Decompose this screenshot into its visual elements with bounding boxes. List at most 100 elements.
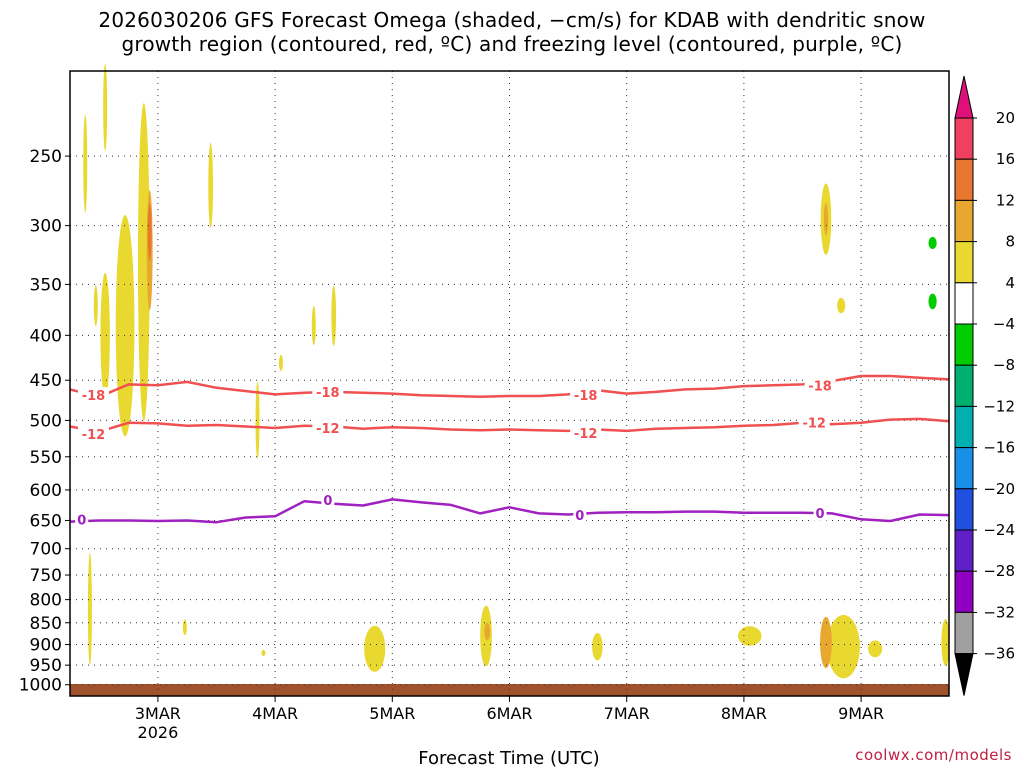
y-tick-label: 900 (30, 636, 62, 656)
contour-label-bg (77, 425, 109, 442)
colorbar-label: −4 (993, 315, 1015, 333)
colorbar-swatch (954, 364, 974, 407)
chart-title: 2026030206 GFS Forecast Omega (shaded, −… (0, 8, 1024, 56)
y-tick-label: 300 (30, 217, 62, 237)
contour-label: -18 (316, 386, 340, 401)
x-tick-label: 8MAR (721, 704, 767, 723)
omega-shaded-region (255, 382, 260, 459)
y-tick-label: 450 (30, 371, 62, 391)
x-axis-label: Forecast Time (UTC) (418, 748, 599, 768)
omega-shaded-region (820, 616, 832, 669)
contour-label-bg (312, 419, 344, 436)
omega-shaded-region (147, 203, 152, 261)
contour-label-bg (312, 383, 344, 400)
colorbar-label: −24 (983, 521, 1015, 539)
colorbar-swatch (954, 117, 974, 160)
omega-shaded-region (827, 614, 860, 679)
colorbar-label: −16 (983, 439, 1015, 457)
colorbar-swatch (954, 447, 974, 490)
omega-shaded-region (928, 293, 937, 310)
contour-label: -18 (574, 389, 598, 404)
y-axis: 2503003504004505005506006507007508008509… (19, 147, 70, 696)
colorbar-swatch (954, 323, 974, 366)
x-tick-label: 3MAR (135, 704, 181, 723)
contour-label-bg (321, 491, 335, 508)
colorbar-label: −20 (983, 480, 1015, 498)
x-tick-label: 6MAR (486, 704, 532, 723)
colorbar-swatch (954, 611, 974, 655)
credit-text: coolwx.com/models (855, 746, 1012, 764)
omega-shaded-region (311, 306, 316, 346)
chart-title-line-1: 2026030206 GFS Forecast Omega (shaded, −… (98, 8, 926, 32)
colorbar-label: −12 (983, 397, 1015, 415)
contour-label: 0 (77, 513, 86, 528)
contour-label: -12 (802, 417, 826, 432)
omega-shaded-region (331, 285, 337, 346)
y-tick-label: 250 (30, 147, 62, 167)
chart-title-line-2: growth region (contoured, red, ºC) and f… (121, 32, 903, 56)
contour-label: 0 (575, 509, 584, 524)
x-tick-label: 7MAR (604, 704, 650, 723)
colorbar-swatch (954, 282, 974, 325)
colorbar-swatch (954, 241, 974, 284)
contour-line (69, 374, 950, 399)
y-tick-label: 800 (30, 591, 62, 611)
contour-label: -18 (82, 389, 106, 404)
y-tick-label: 950 (30, 656, 62, 676)
contour-label: -12 (574, 427, 598, 442)
omega-shaded-region (261, 649, 266, 657)
colorbar-label: 12 (996, 191, 1015, 209)
contour-label-bg (570, 387, 602, 404)
omega-shaded-region (278, 354, 283, 371)
y-tick-label: 650 (30, 511, 62, 531)
colorbar-label: −28 (983, 562, 1015, 580)
y-tick-label: 500 (30, 411, 62, 431)
omega-shaded-region (928, 236, 937, 250)
y-tick-label: 550 (30, 448, 62, 468)
omega-shading-layer (83, 63, 950, 679)
colorbar-swatch (954, 529, 974, 572)
contour-label-bg (798, 414, 830, 431)
x-tick-label: 5MAR (369, 704, 415, 723)
colorbar-label: −36 (983, 645, 1015, 663)
omega-shaded-region (87, 552, 92, 666)
omega-shaded-region (100, 272, 110, 398)
y-tick-label: 700 (30, 540, 62, 560)
contour-label: -12 (82, 428, 106, 443)
omega-shaded-region (103, 63, 108, 151)
colorbar-label: 16 (996, 150, 1015, 168)
x-tick-label: 9MAR (838, 704, 884, 723)
omega-shaded-region (484, 622, 491, 641)
colorbar-label: 8 (1005, 233, 1015, 251)
contour-label-bg (570, 425, 602, 442)
y-tick-label: 1000 (19, 676, 62, 696)
colorbar-label: −8 (993, 356, 1015, 374)
contour-line (69, 498, 950, 524)
omega-shaded-region (837, 297, 846, 314)
contour-label: 0 (323, 494, 332, 509)
colorbar: 20 16 12 8 4 −4 −8 −12 −16 −20 −24 −28 −32 −36 (954, 75, 1015, 696)
x-tick-label: 4MAR (252, 704, 298, 723)
omega-shaded-region (93, 284, 98, 327)
contour-label-layer: -18 -18 -18 -18 -12 -12 -12 -12 0 0 0 0 (75, 377, 836, 528)
colorbar-label: 4 (1005, 274, 1015, 292)
contour-label: -12 (316, 422, 340, 437)
omega-shaded-region (137, 103, 150, 421)
colorbar-swatch (954, 405, 974, 449)
colorbar-top-arrow (954, 75, 974, 119)
y-tick-label: 600 (30, 481, 62, 501)
omega-shaded-region (592, 632, 603, 661)
colorbar-swatch (954, 570, 974, 613)
colorbar-label: 20 (996, 109, 1015, 127)
omega-shaded-region (182, 619, 187, 635)
contour-label: 0 (816, 507, 825, 522)
omega-shaded-region (364, 625, 386, 672)
omega-shaded-region (83, 114, 88, 213)
y-tick-label: 850 (30, 614, 62, 634)
omega-shaded-region (941, 618, 950, 666)
omega-shaded-region (208, 142, 213, 228)
omega-shaded-region (868, 640, 883, 658)
contour-label-bg (77, 387, 109, 404)
y-tick-label: 750 (30, 566, 62, 586)
